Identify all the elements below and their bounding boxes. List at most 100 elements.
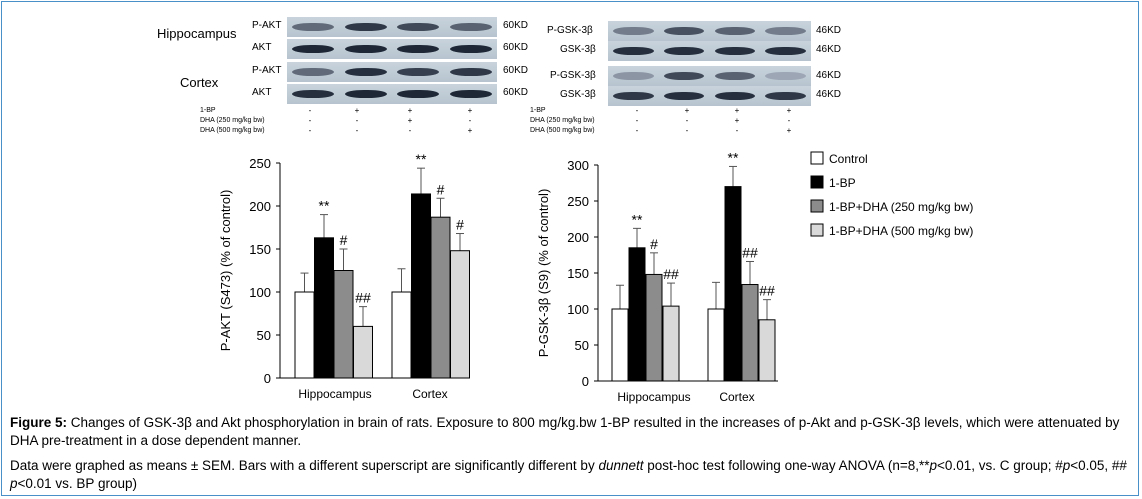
x-category-label: Cortex [412, 387, 447, 401]
blot-row-label: AKT [252, 87, 272, 98]
blot-band [449, 23, 492, 31]
significance-mark: # [650, 236, 658, 252]
y-tick-label: 0 [582, 374, 589, 389]
blot-band [613, 92, 654, 100]
y-tick-label: 250 [567, 194, 589, 209]
blot-band [714, 27, 756, 35]
treatment-label: DHA (500 mg/kg bw) [200, 127, 265, 134]
bar [741, 284, 759, 382]
treatment-value: - [685, 126, 689, 135]
blot-band [714, 72, 756, 80]
significance-mark: ** [728, 149, 739, 165]
legend-label: 1-BP+DHA (500 mg/kg bw) [829, 224, 973, 238]
caption-text: Changes of GSK-3β and Akt phosphorylatio… [10, 415, 1120, 448]
blot-row-label: AKT [252, 42, 272, 53]
note-text: Data were graphed as means ± SEM. Bars w… [10, 458, 599, 473]
x-category-label: Hippocampus [617, 390, 690, 404]
significance-mark: ## [663, 266, 679, 282]
note-p: p [929, 458, 938, 473]
treatment-value: + [467, 106, 473, 115]
bar [333, 270, 354, 379]
note-text: post-hoc test following one-way ANOVA (n… [643, 458, 930, 473]
significance-mark: ** [632, 211, 643, 227]
blot-band [397, 90, 440, 98]
blot-band [449, 45, 492, 53]
blot-band [449, 90, 492, 98]
y-tick-label: 100 [249, 285, 271, 300]
blot-band [397, 45, 440, 53]
treatment-value: - [468, 116, 472, 125]
blot-group-label-hippocampus: Hippocampus [157, 26, 237, 41]
blot-strip [608, 21, 811, 41]
y-axis-label: P-AKT (S473) (% of control) [218, 190, 233, 352]
treatment-value: + [734, 116, 740, 125]
treatment-value: - [685, 116, 689, 125]
bar [314, 237, 334, 379]
blot-band [292, 45, 335, 53]
treatment-label: DHA (250 mg/kg bw) [200, 117, 265, 124]
y-tick-label: 250 [249, 156, 271, 171]
treatment-value: + [734, 106, 740, 115]
blot-band [613, 47, 654, 55]
y-tick-label: 100 [567, 302, 589, 317]
blot-band [292, 90, 335, 98]
blot-row-label: P-GSK-3β [547, 25, 593, 36]
treatment-value: - [308, 106, 312, 115]
figure-label: Figure 5: [10, 415, 68, 430]
blot-row-label: P-GSK-3β [550, 70, 596, 81]
blot-band [344, 68, 387, 76]
legend-swatch [810, 151, 824, 165]
treatment-value: - [787, 116, 791, 125]
treatment-value: - [355, 116, 359, 125]
figure-caption: Figure 5: Changes of GSK-3β and Akt phos… [10, 414, 1132, 450]
blot-band [714, 92, 756, 100]
significance-mark: # [456, 217, 464, 233]
treatment-value: + [684, 106, 690, 115]
y-tick-label: 0 [264, 371, 271, 386]
blot-band [344, 23, 387, 31]
y-tick-label: 50 [575, 338, 589, 353]
treatment-value: + [467, 126, 473, 135]
treatment-value: - [355, 126, 359, 135]
blot-strip [608, 66, 811, 86]
blot-band [663, 92, 705, 100]
bar [294, 291, 315, 379]
bar [411, 193, 431, 379]
bar [628, 247, 646, 382]
note-p: p [1062, 458, 1071, 473]
treatment-label: DHA (250 mg/kg bw) [530, 117, 595, 124]
blot-row-label: P-AKT [252, 20, 282, 31]
blot-strip [287, 84, 497, 104]
molecular-weight-label: 46KD [816, 25, 842, 36]
blot-strip [608, 41, 811, 61]
blot-band [397, 23, 440, 31]
blot-band [344, 45, 387, 53]
treatment-value: - [635, 126, 639, 135]
blot-strip [287, 39, 497, 59]
significance-mark: ## [742, 244, 758, 260]
blot-band [714, 47, 756, 55]
blot-band [765, 72, 806, 80]
blot-band [292, 68, 335, 76]
treatment-value: - [635, 116, 639, 125]
significance-mark: ## [355, 290, 371, 306]
treatment-value: + [407, 116, 413, 125]
blot-band [613, 72, 654, 80]
treatment-value: - [308, 126, 312, 135]
note-p: p [10, 476, 18, 491]
x-category-label: Hippocampus [298, 387, 371, 401]
blot-band [765, 92, 806, 100]
x-category-label: Cortex [719, 390, 754, 404]
significance-mark: ## [759, 283, 775, 299]
blot-band [765, 27, 806, 35]
treatment-label: 1-BP [200, 107, 216, 114]
bar [645, 273, 663, 382]
figure-note: Data were graphed as means ± SEM. Bars w… [10, 457, 1132, 493]
molecular-weight-label: 60KD [503, 20, 529, 31]
bar [662, 305, 680, 382]
blot-band [663, 47, 705, 55]
y-tick-label: 200 [567, 230, 589, 245]
y-tick-label: 150 [567, 266, 589, 281]
molecular-weight-label: 46KD [816, 89, 842, 100]
significance-mark: ** [416, 151, 427, 167]
